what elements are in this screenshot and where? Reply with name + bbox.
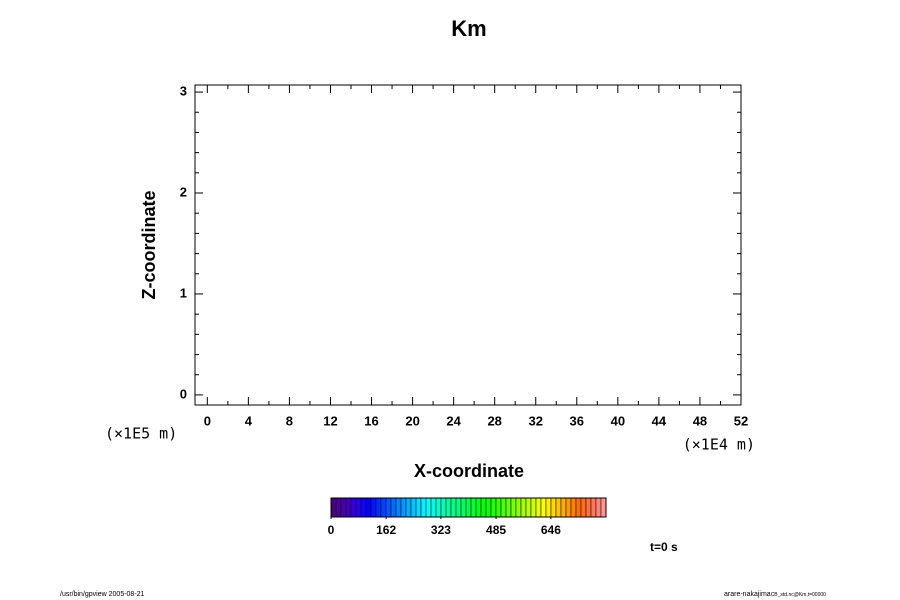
colorbar-cell bbox=[555, 497, 562, 518]
colorbar-cell bbox=[530, 497, 537, 518]
colorbar-cell bbox=[545, 497, 552, 518]
colorbar-cell bbox=[495, 497, 502, 518]
x-tick-label: 20 bbox=[405, 413, 419, 428]
colorbar-cell bbox=[475, 497, 482, 518]
colorbar-cell bbox=[465, 497, 472, 518]
colorbar-cell bbox=[590, 497, 597, 518]
y-tick-label: 3 bbox=[180, 84, 187, 99]
colorbar-tick-label: 323 bbox=[431, 523, 451, 537]
colorbar-cell bbox=[580, 497, 587, 518]
footer-left: /usr/bin/gpview 2005-08-21 bbox=[60, 591, 145, 598]
colorbar-cell bbox=[340, 497, 347, 518]
colorbar-cell bbox=[520, 497, 527, 518]
colorbar-cell bbox=[435, 497, 442, 518]
colorbar-cell bbox=[470, 497, 477, 518]
x-tick-label: 8 bbox=[286, 413, 293, 428]
colorbar-tick-label: 0 bbox=[328, 523, 335, 537]
colorbar-cell bbox=[420, 497, 427, 518]
x-tick-label: 28 bbox=[487, 413, 501, 428]
colorbar-cell bbox=[560, 497, 567, 518]
x-tick-label: 44 bbox=[652, 413, 667, 428]
x-unit: (×1E4 m) bbox=[683, 436, 755, 454]
colorbar-cell bbox=[430, 497, 437, 518]
y-axis-label: Z-coordinate bbox=[139, 190, 159, 299]
colorbar-cell bbox=[510, 497, 517, 518]
colorbar-cell bbox=[480, 497, 487, 518]
x-tick-label: 24 bbox=[446, 413, 461, 428]
colorbar-cell bbox=[525, 497, 532, 518]
colorbar-cell bbox=[395, 497, 402, 518]
colorbar-cell bbox=[440, 497, 447, 518]
colorbar-cell bbox=[450, 497, 457, 518]
colorbar-cell bbox=[390, 497, 397, 518]
colorbar-tick-label: 646 bbox=[541, 523, 561, 537]
x-tick-label: 48 bbox=[693, 413, 707, 428]
colorbar-frame bbox=[330, 497, 607, 518]
time-label: t=0 s bbox=[650, 540, 678, 554]
colorbar-tick-label: 162 bbox=[376, 523, 396, 537]
chart-title: Km bbox=[451, 16, 486, 41]
x-tick-label: 40 bbox=[611, 413, 625, 428]
footer-right: arare-nakajimaCB_std.nc@Km,t=00000 bbox=[724, 591, 826, 598]
colorbar-cell bbox=[355, 497, 362, 518]
colorbar-cell bbox=[415, 497, 422, 518]
x-tick-label: 4 bbox=[245, 413, 253, 428]
colorbar-cell bbox=[570, 497, 577, 518]
colorbar-cell bbox=[535, 497, 542, 518]
colorbar-cell bbox=[515, 497, 522, 518]
colorbar-cell bbox=[460, 497, 467, 518]
colorbar-cell bbox=[345, 497, 352, 518]
colorbar-cell bbox=[595, 497, 602, 518]
plot-frame bbox=[194, 84, 742, 406]
colorbar-cell bbox=[455, 497, 462, 518]
colorbar-cell bbox=[365, 497, 372, 518]
colorbar-cell bbox=[335, 497, 342, 518]
y-tick-label: 0 bbox=[180, 386, 187, 401]
colorbar-cell bbox=[400, 497, 407, 518]
colorbar-cell bbox=[380, 497, 387, 518]
colorbar-cell bbox=[565, 497, 572, 518]
colorbar-cell bbox=[330, 497, 337, 518]
y-tick-label: 2 bbox=[180, 184, 187, 199]
colorbar-cell bbox=[500, 497, 507, 518]
colorbar-cell bbox=[505, 497, 512, 518]
footer-file: CB_std.nc@Km,t=00000 bbox=[771, 592, 826, 598]
colorbar-cell bbox=[375, 497, 382, 518]
colorbar-cell bbox=[445, 497, 452, 518]
colorbar-cell bbox=[585, 497, 592, 518]
colorbar-cell bbox=[405, 497, 412, 518]
x-tick-label: 52 bbox=[734, 413, 748, 428]
colorbar-cell bbox=[485, 497, 492, 518]
colorbar-cell bbox=[550, 497, 557, 518]
colorbar-cell bbox=[575, 497, 582, 518]
x-tick-label: 36 bbox=[570, 413, 584, 428]
x-tick-label: 0 bbox=[204, 413, 211, 428]
colorbar-cell bbox=[410, 497, 417, 518]
colorbar-cell bbox=[600, 497, 607, 518]
colorbar-cell bbox=[385, 497, 392, 518]
colorbar-cell bbox=[370, 497, 377, 518]
y-tick-label: 1 bbox=[180, 285, 187, 300]
x-tick-label: 16 bbox=[364, 413, 378, 428]
x-axis-label: X-coordinate bbox=[414, 461, 524, 481]
y-unit: (×1E5 m) bbox=[105, 425, 177, 443]
colorbar-cell bbox=[360, 497, 367, 518]
x-tick-label: 32 bbox=[529, 413, 543, 428]
footer-author: arare-nakajima bbox=[724, 591, 771, 598]
colorbar-cell bbox=[350, 497, 357, 518]
colorbar-cell bbox=[540, 497, 547, 518]
colorbar-cell bbox=[490, 497, 497, 518]
colorbar-tick-label: 485 bbox=[486, 523, 506, 537]
colorbar-cell bbox=[425, 497, 432, 518]
x-tick-label: 12 bbox=[323, 413, 337, 428]
